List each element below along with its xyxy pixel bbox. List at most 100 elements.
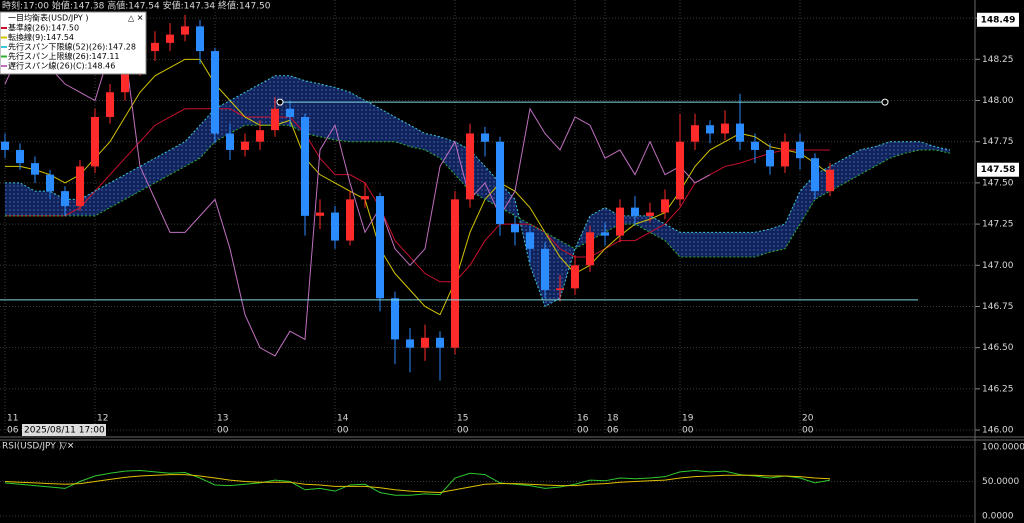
y-tick-label: 0.0000 xyxy=(982,512,1014,522)
x-hour-label: 00 xyxy=(577,426,589,436)
y-tick-label: 148.25 xyxy=(982,55,1014,65)
candle-body xyxy=(661,199,669,213)
x-tick-label: 12 xyxy=(97,414,108,424)
price-marker-label: 147.58 xyxy=(981,165,1016,175)
candle-body xyxy=(361,196,369,200)
candle-body xyxy=(691,125,699,142)
candle-body xyxy=(106,92,114,117)
y-tick-label: 147.25 xyxy=(982,220,1014,230)
candle-body xyxy=(91,116,99,167)
rsi-title: RSI(USD/JPY ) xyxy=(2,442,62,452)
candle-body xyxy=(721,123,729,134)
candle-body xyxy=(766,149,774,167)
trend-handle xyxy=(881,98,889,106)
y-tick-label: 147.00 xyxy=(982,261,1014,271)
candle-body xyxy=(31,163,39,175)
candle-body xyxy=(586,232,594,266)
candle-body xyxy=(811,158,819,192)
candle-body xyxy=(421,337,429,348)
x-hour-label: 00 xyxy=(802,426,814,436)
legend-title: 一目均衡表(USD/JPY ) xyxy=(8,13,88,23)
candle-body xyxy=(46,174,54,192)
price-marker xyxy=(977,12,1019,27)
candle-body xyxy=(736,123,744,142)
candle-body xyxy=(451,199,459,348)
candle-body xyxy=(286,108,294,117)
candle-body xyxy=(331,212,339,241)
indicator-line xyxy=(5,75,951,308)
candle-body xyxy=(196,26,204,52)
candle-body xyxy=(511,224,519,233)
cursor-label: 2025/08/11 17:00 xyxy=(24,426,105,436)
candle-body xyxy=(541,248,549,290)
rsi-line xyxy=(4,469,831,496)
y-tick-label: 148.00 xyxy=(982,96,1014,106)
y-tick-label: 147.75 xyxy=(982,137,1014,147)
indicator-line xyxy=(5,124,951,258)
candle-body xyxy=(796,141,804,159)
legend-entry: 先行スパン下限線(52)(26):147.28 xyxy=(8,42,136,52)
y-tick-label: 50.0000 xyxy=(982,477,1019,487)
candle-body xyxy=(376,196,384,299)
price-marker-label: 148.49 xyxy=(981,15,1016,25)
candle-body xyxy=(76,166,84,206)
candle-body xyxy=(781,141,789,167)
legend-entry: 基準線(26):147.50 xyxy=(8,23,79,33)
candle-body xyxy=(706,125,714,134)
indicator-line xyxy=(5,108,830,283)
candle-body xyxy=(226,133,234,150)
x-tick-label: 15 xyxy=(457,414,468,424)
rsi-icons[interactable]: ▽✕ xyxy=(60,442,74,452)
candle-body xyxy=(271,108,279,131)
x-hour-label: 00 xyxy=(457,426,469,436)
candle-body xyxy=(601,232,609,236)
candle-body xyxy=(481,133,489,142)
candle-body xyxy=(826,169,834,192)
info-line: 時刻:17:00 始値:147.38 高値:147.54 安値:147.34 終… xyxy=(2,0,271,12)
candle-body xyxy=(556,288,564,290)
candle-body xyxy=(646,212,654,216)
legend: 一目均衡表(USD/JPY ) △ ✕ 基準線(26):147.50転換線(9)… xyxy=(0,11,147,75)
y-tick-label: 146.75 xyxy=(982,302,1014,312)
legend-icons[interactable]: △ ✕ xyxy=(128,14,143,23)
candle-body xyxy=(166,34,174,43)
candle-body xyxy=(616,207,624,236)
candle-body xyxy=(316,212,324,216)
x-hour-label: 00 xyxy=(217,426,229,436)
candle-body xyxy=(61,191,69,206)
x-tick-label: 20 xyxy=(802,414,814,424)
y-tick-label: 146.50 xyxy=(982,343,1014,353)
x-hour-label: 00 xyxy=(682,426,694,436)
candle-body xyxy=(151,42,159,52)
x-tick-label: 19 xyxy=(682,414,694,424)
candle-body xyxy=(496,141,504,225)
x-hour-label: 06 xyxy=(7,426,19,436)
price-marker xyxy=(977,162,1019,177)
rsi-line xyxy=(4,474,831,494)
trend-handle xyxy=(276,98,284,106)
x-tick-label: 13 xyxy=(217,414,228,424)
indicator-line xyxy=(5,58,831,316)
candle-body xyxy=(16,149,24,164)
candle-body xyxy=(1,141,9,150)
candle-body xyxy=(526,232,534,249)
x-tick-label: 16 xyxy=(577,414,589,424)
candle-body xyxy=(406,339,414,348)
legend-entry: 先行スパン上限線(26):147.11 xyxy=(8,51,120,61)
candle-body xyxy=(301,116,309,216)
candle-body xyxy=(121,67,129,93)
y-tick-label: 146.00 xyxy=(982,426,1014,436)
candle-body xyxy=(631,207,639,216)
candle-body xyxy=(751,141,759,150)
y-tick-label: 146.25 xyxy=(982,384,1014,394)
candle-body xyxy=(256,130,264,142)
candle-body xyxy=(346,199,354,241)
y-tick-label: 100.0000 xyxy=(982,443,1024,453)
candle-body xyxy=(241,141,249,150)
legend-entry: 転換線(9):147.54 xyxy=(8,32,74,42)
x-hour-label: 00 xyxy=(337,426,349,436)
x-tick-label: 14 xyxy=(337,414,349,424)
x-tick-label: 11 xyxy=(7,414,18,424)
